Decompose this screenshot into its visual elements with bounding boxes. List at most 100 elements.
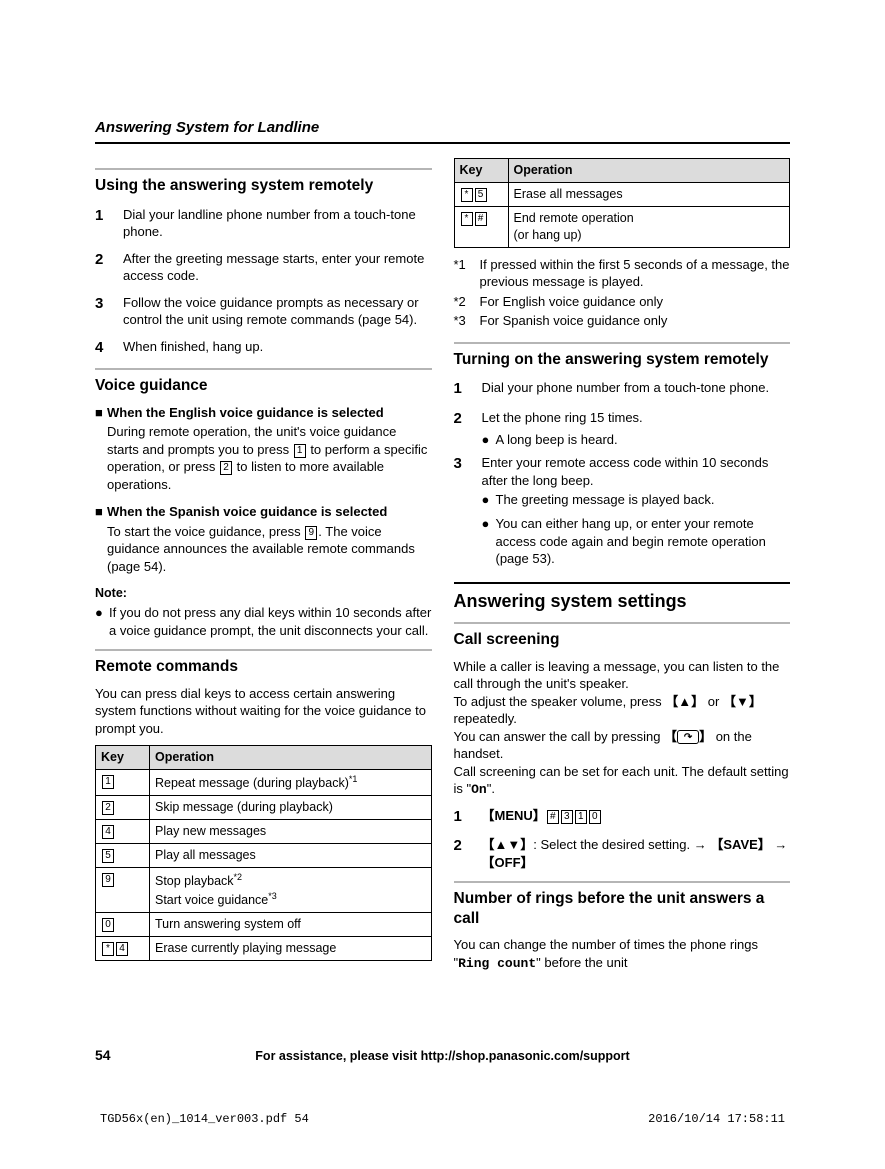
- bullet-icon: ●: [95, 604, 109, 639]
- step-num: 2: [454, 409, 482, 429]
- table-row: 2 Skip message (during playback): [96, 796, 432, 820]
- key-cell: 4: [96, 820, 150, 844]
- rule-dark: [454, 582, 791, 584]
- remote-commands-intro: You can press dial keys to access certai…: [95, 685, 432, 738]
- heading-using-remotely: Using the answering system remotely: [95, 176, 432, 195]
- right-column: Key Operation *5Erase all messages*#End …: [454, 158, 791, 972]
- rule: [95, 168, 432, 170]
- heading-call-screening: Call screening: [454, 630, 791, 649]
- sub-bullet: ●You can either hang up, or enter your r…: [482, 515, 791, 568]
- step-num: 3: [454, 454, 482, 489]
- operation-cell: Erase all messages: [508, 183, 790, 207]
- text: : Select the desired setting.: [533, 837, 693, 852]
- step-3: 3Enter your remote access code within 10…: [454, 454, 791, 489]
- save-label: SAVE: [723, 837, 757, 852]
- up-key: 【▲】: [665, 694, 704, 709]
- footnote: *2For English voice guidance only: [454, 293, 791, 311]
- step-3: 3Follow the voice guidance prompts as ne…: [95, 294, 432, 329]
- footer-assist: For assistance, please visit http://shop…: [0, 1048, 885, 1065]
- nav-icon: ▲▼: [495, 837, 521, 852]
- square-bullet-icon: ■: [95, 404, 107, 422]
- save-key: 【SAVE】: [710, 837, 770, 852]
- down-key: 【▼】: [723, 694, 762, 709]
- table-row: *4Erase currently playing message: [96, 936, 432, 960]
- call-screening-volume: To adjust the speaker volume, press 【▲】 …: [454, 693, 791, 728]
- menu-key: 【MENU】: [482, 808, 546, 823]
- step-num: 2: [454, 836, 482, 871]
- print-date: 2016/10/14 17:58:11: [648, 1111, 785, 1127]
- key-icon: 5: [102, 849, 114, 863]
- english-guidance-para: During remote operation, the unit's voic…: [107, 423, 432, 493]
- key-icon: *: [461, 188, 473, 202]
- print-file: TGD56x(en)_1014_ver003.pdf 54: [100, 1111, 309, 1127]
- step-1: 1Dial your phone number from a touch-ton…: [454, 379, 791, 399]
- heading-voice-guidance: Voice guidance: [95, 376, 432, 395]
- step-text: Follow the voice guidance prompts as nec…: [123, 294, 432, 329]
- sub-heading-english: ■When the English voice guidance is sele…: [95, 404, 432, 422]
- content-columns: Using the answering system remotely 1Dia…: [95, 158, 790, 972]
- key-icon: #: [475, 212, 487, 226]
- operation-cell: Repeat message (during playback)*1: [150, 770, 432, 796]
- footnote-text: If pressed within the first 5 seconds of…: [480, 256, 791, 291]
- key-cell: 9: [96, 867, 150, 912]
- step-text: Let the phone ring 15 times.: [482, 409, 791, 429]
- key-icon: 2: [102, 801, 114, 815]
- table-row: 9Stop playback*2Start voice guidance*3: [96, 867, 432, 912]
- arrow-icon: →: [694, 837, 707, 852]
- step-num: 2: [95, 250, 123, 285]
- note-bullet: ●If you do not press any dial keys withi…: [95, 604, 432, 639]
- sub-bullet: ●A long beep is heard.: [482, 431, 791, 449]
- footnote-num: *3: [454, 312, 480, 330]
- footnote: *1If pressed within the first 5 seconds …: [454, 256, 791, 291]
- ring-count-value: Ring count: [458, 956, 536, 971]
- rule: [95, 368, 432, 370]
- key-icon: 4: [102, 825, 114, 839]
- key-cell: *#: [454, 207, 508, 248]
- footnote-text: For Spanish voice guidance only: [480, 312, 668, 330]
- step-text: 【MENU】#310: [482, 807, 791, 827]
- key-1-icon: 1: [294, 444, 306, 458]
- bullet-text: The greeting message is played back.: [496, 491, 791, 509]
- rule: [454, 622, 791, 624]
- step-text: After the greeting message starts, enter…: [123, 250, 432, 285]
- key-icon: 0: [102, 918, 114, 932]
- footnote: *3For Spanish voice guidance only: [454, 312, 791, 330]
- th-operation: Operation: [150, 746, 432, 770]
- footnote-num: *2: [454, 293, 480, 311]
- key-1-icon: 1: [575, 810, 587, 824]
- table-row: 4Play new messages: [96, 820, 432, 844]
- text: repeatedly.: [454, 711, 517, 726]
- bullet-text: A long beep is heard.: [496, 431, 791, 449]
- key-0-icon: 0: [589, 810, 601, 824]
- key-2-icon: 2: [220, 461, 232, 475]
- key-icon: 4: [116, 942, 128, 956]
- step-text: When finished, hang up.: [123, 338, 432, 358]
- table-row: 0 Turn answering system off: [96, 913, 432, 937]
- key-cell: 2: [96, 796, 150, 820]
- bullet-icon: ●: [482, 491, 496, 509]
- step-2: 2 【▲▼】: Select the desired setting. → 【S…: [454, 836, 791, 871]
- operation-cell: Skip message (during playback): [150, 796, 432, 820]
- heading-number-of-rings: Number of rings before the unit answers …: [454, 889, 791, 928]
- talk-key: 【↷】: [664, 729, 712, 744]
- th-key: Key: [454, 159, 508, 183]
- sub-heading-text: When the Spanish voice guidance is selec…: [107, 503, 387, 521]
- key-9-icon: 9: [305, 526, 317, 540]
- left-column: Using the answering system remotely 1Dia…: [95, 158, 432, 972]
- text: ".: [487, 781, 495, 796]
- rule: [454, 342, 791, 344]
- step-num: 1: [454, 807, 482, 827]
- text: You can answer the call by pressing: [454, 729, 665, 744]
- operation-cell: Turn answering system off: [150, 913, 432, 937]
- spanish-guidance-para: To start the voice guidance, press 9. Th…: [107, 523, 432, 576]
- key-cell: 5: [96, 844, 150, 868]
- nav-key: 【▲▼】: [482, 837, 534, 852]
- key-cell: *4: [96, 936, 150, 960]
- off-key: 【OFF】: [482, 855, 534, 870]
- operation-cell: Erase currently playing message: [150, 936, 432, 960]
- sub-bullet: ●The greeting message is played back.: [482, 491, 791, 509]
- step-num: 1: [95, 206, 123, 241]
- table-row: *5Erase all messages: [454, 183, 790, 207]
- step-num: 1: [454, 379, 482, 399]
- step-4: 4When finished, hang up.: [95, 338, 432, 358]
